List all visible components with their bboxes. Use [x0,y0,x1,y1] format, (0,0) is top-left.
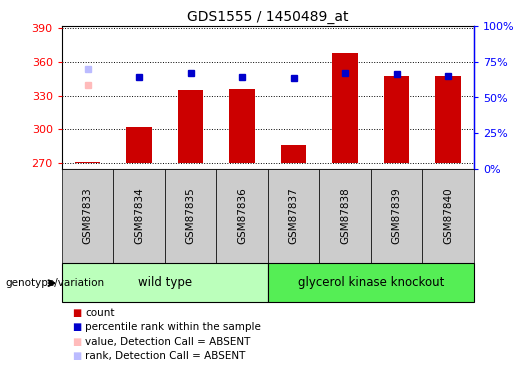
Bar [422,169,474,262]
Bar [281,145,306,163]
Bar [62,262,268,302]
Bar [268,262,474,302]
Text: GSM87837: GSM87837 [288,187,299,244]
Text: percentile rank within the sample: percentile rank within the sample [85,322,261,332]
Bar [216,169,268,262]
Bar [178,90,203,163]
Bar [319,169,371,262]
Bar [384,76,409,163]
Text: ■: ■ [72,337,81,346]
Bar [126,127,152,163]
Bar [75,162,100,163]
Bar [62,169,113,262]
Bar [332,53,358,163]
Bar [113,169,165,262]
Bar [165,169,216,262]
Bar [371,169,422,262]
Bar [229,89,255,163]
Text: genotype/variation: genotype/variation [5,278,104,288]
Text: GSM87838: GSM87838 [340,187,350,244]
Text: ■: ■ [72,351,81,361]
Text: rank, Detection Call = ABSENT: rank, Detection Call = ABSENT [85,351,245,361]
Bar [268,169,319,262]
Text: GSM87835: GSM87835 [185,187,196,244]
Text: GSM87840: GSM87840 [443,188,453,244]
Text: glycerol kinase knockout: glycerol kinase knockout [298,276,444,289]
Text: wild type: wild type [138,276,192,289]
Bar [435,76,461,163]
Text: count: count [85,308,114,318]
Text: value, Detection Call = ABSENT: value, Detection Call = ABSENT [85,337,250,346]
Text: GSM87833: GSM87833 [82,187,93,244]
Text: ■: ■ [72,308,81,318]
Text: ■: ■ [72,322,81,332]
Text: GSM87834: GSM87834 [134,187,144,244]
Title: GDS1555 / 1450489_at: GDS1555 / 1450489_at [187,10,349,24]
Text: GSM87836: GSM87836 [237,187,247,244]
Text: GSM87839: GSM87839 [391,187,402,244]
